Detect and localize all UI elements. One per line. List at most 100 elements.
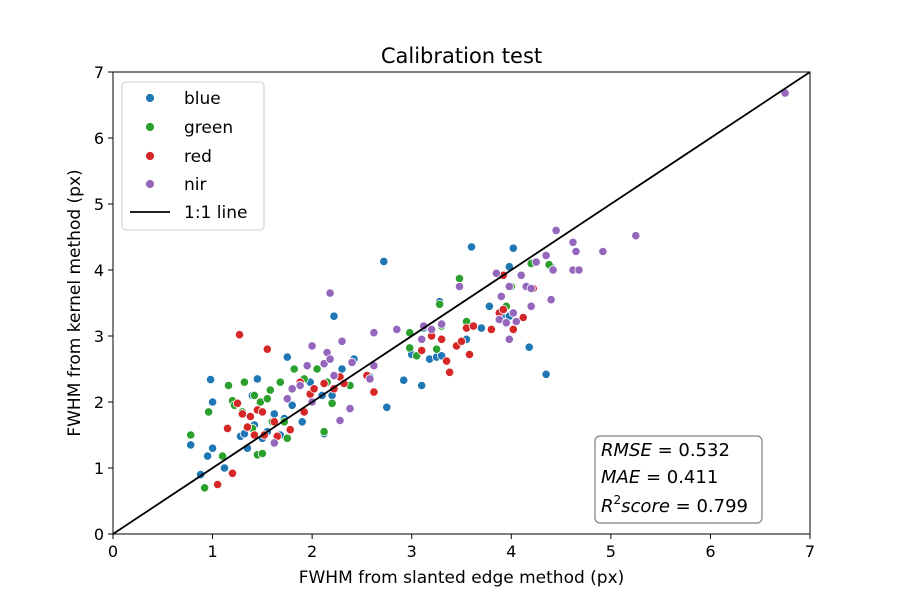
data-point-green — [431, 344, 442, 354]
data-point-red — [486, 324, 496, 334]
stat-r2-value: 0.799 — [696, 496, 748, 517]
x-axis-label: FWHM from slanted edge method (px) — [299, 568, 625, 588]
data-point-nir — [504, 334, 514, 344]
data-point-blue — [466, 242, 477, 252]
data-point-blue — [329, 311, 339, 321]
data-point-red — [262, 344, 272, 354]
data-point-nir — [307, 341, 317, 351]
data-point-blue — [282, 352, 292, 362]
data-point-blue — [417, 380, 427, 391]
stat-mae-label: MAE — [601, 467, 641, 488]
data-point-green — [262, 394, 272, 404]
data-point-blue — [382, 402, 392, 412]
y-tick-label: 0 — [94, 525, 104, 544]
data-point-blue — [208, 397, 218, 407]
plot-frame — [112, 71, 811, 535]
data-point-nir — [325, 354, 335, 364]
stat-rmse-value: 0.532 — [678, 440, 730, 461]
data-point-blue — [186, 440, 196, 450]
legend-label-nir: nir — [184, 175, 207, 195]
data-point-nir — [504, 281, 514, 292]
data-point-nir — [541, 250, 551, 261]
reference-line-layer — [112, 71, 811, 535]
stat-rmse: RMSE = 0.532 — [601, 440, 730, 461]
data-point-nir — [282, 394, 292, 404]
data-point-nir — [568, 237, 578, 247]
data-point-nir — [347, 357, 357, 367]
legend-marker-nir — [145, 179, 155, 189]
data-point-green — [239, 377, 249, 387]
x-tick-label: 4 — [506, 542, 516, 561]
data-point-red — [464, 349, 475, 360]
data-point-blue — [206, 374, 216, 385]
data-point-blue — [203, 451, 213, 461]
data-point-blue — [269, 409, 279, 419]
stat-r2-label: R — [601, 496, 614, 517]
data-point-red — [234, 330, 245, 340]
data-point-green — [257, 448, 267, 459]
data-point-green — [312, 364, 322, 374]
data-point-red — [222, 423, 233, 433]
stat-r2-sup: 2 — [614, 493, 622, 507]
data-point-red — [237, 409, 247, 419]
y-tick-label: 1 — [94, 459, 104, 478]
data-point-green — [200, 483, 210, 493]
x-tick-label: 2 — [307, 542, 317, 561]
data-point-green — [186, 430, 196, 440]
data-point-red — [436, 334, 447, 344]
data-point-red — [468, 321, 478, 331]
data-point-red — [285, 425, 295, 435]
data-point-red — [319, 378, 329, 389]
data-point-red — [213, 479, 223, 490]
data-point-red — [444, 367, 455, 377]
data-point-red — [508, 324, 518, 334]
x-tick-label: 3 — [407, 542, 417, 561]
data-point-nir — [269, 438, 279, 448]
data-point-nir — [365, 374, 375, 384]
data-point-green — [454, 273, 465, 284]
data-point-red — [518, 312, 528, 323]
x-tick-label: 5 — [606, 542, 616, 561]
data-point-red — [269, 417, 279, 427]
data-point-red — [417, 345, 427, 356]
data-point-blue — [379, 256, 389, 266]
data-point-red — [227, 468, 238, 478]
data-point-green — [319, 427, 329, 437]
y-axis-label: FWHM from kernel method (px) — [65, 169, 85, 436]
data-point-blue — [541, 369, 551, 379]
data-point-green — [217, 451, 228, 461]
data-point-nir — [295, 380, 305, 391]
data-point-nir — [345, 403, 355, 414]
data-point-nir — [491, 268, 501, 278]
data-point-green — [204, 407, 214, 417]
data-point-nir — [287, 384, 297, 394]
data-point-red — [456, 336, 467, 346]
data-point-nir — [501, 318, 511, 328]
data-point-nir — [369, 328, 379, 338]
data-point-nir — [546, 295, 556, 305]
data-point-blue — [508, 243, 518, 253]
data-point-nir — [454, 281, 465, 292]
data-point-nir — [329, 370, 339, 381]
data-point-green — [249, 390, 259, 400]
legend-box — [121, 81, 265, 231]
data-point-green — [289, 364, 299, 374]
data-point-green — [434, 299, 445, 309]
y-tick-label: 3 — [94, 327, 104, 346]
data-point-red — [257, 407, 267, 417]
legend-marker-green — [145, 122, 155, 132]
x-tick-label: 1 — [207, 542, 217, 561]
data-point-blue — [484, 301, 494, 311]
data-point-nir — [426, 324, 437, 334]
data-point-nir — [325, 288, 335, 298]
x-tick-label: 6 — [705, 542, 715, 561]
data-point-nir — [551, 225, 561, 235]
stats-box — [594, 435, 763, 524]
data-point-nir — [516, 270, 526, 280]
stat-r2: R2score = 0.799 — [601, 493, 748, 517]
data-point-red — [369, 387, 379, 397]
x-tick-label: 7 — [805, 542, 815, 561]
data-point-nir — [508, 308, 518, 318]
data-point-red — [309, 384, 319, 394]
data-point-nir — [531, 257, 541, 267]
